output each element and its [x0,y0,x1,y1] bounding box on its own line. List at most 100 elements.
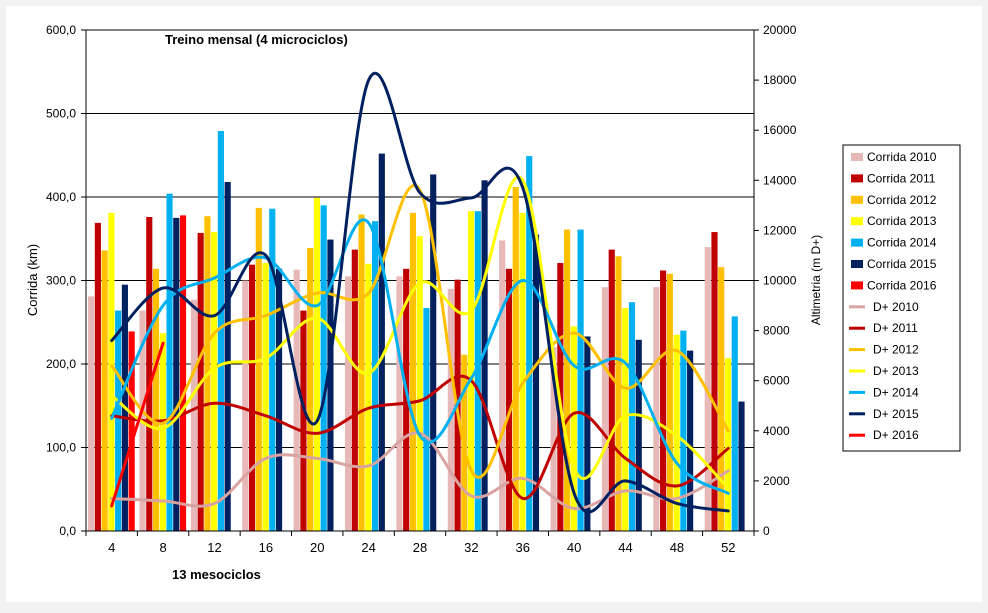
bar-corrida-2011-8 [146,217,153,532]
line-d-2014 [110,218,730,495]
bar-corrida-2011-48 [660,270,667,531]
bar-corrida-2013-48 [673,334,680,531]
legend-swatch-corrida-2013 [851,217,863,226]
bar-corrida-2012-16 [255,207,262,532]
bar-corrida-2012-48 [666,273,673,531]
legend-label-corrida-2014: Corrida 2014 [867,236,937,250]
y-tick-label: 600,0 [46,23,76,37]
bar-corrida-2014-24 [371,221,379,531]
bar-corrida-2013-24 [365,263,372,531]
x-tick-label: 24 [361,540,375,555]
bar-corrida-2015-32 [481,180,488,532]
legend-label-corrida-2013: Corrida 2013 [867,214,937,228]
bar-corrida-2011-44 [608,249,615,532]
bar-corrida-2015-48 [687,350,694,531]
bar-corrida-2013-52 [724,358,732,531]
bar-corrida-2011-20 [300,310,307,531]
bar-corrida-2011-16 [248,264,256,531]
y-tick-label: 500,0 [46,107,76,121]
bar-corrida-2012-20 [307,247,314,531]
bar-corrida-2014-28 [423,308,430,531]
legend-label-corrida-2010: Corrida 2010 [867,150,937,164]
bar-corrida-2015-16 [275,268,283,531]
bar-corrida-2013-44 [622,308,629,531]
legend-label-d-2011: D+ 2011 [873,321,918,335]
bar-corrida-2014-52 [731,316,738,531]
bar-corrida-2011-52 [711,232,718,531]
chart-area-background [6,6,982,602]
bar-corrida-2013-40 [570,326,577,531]
line-d-2016 [110,341,165,508]
line-d-2012 [110,184,730,479]
legend-label-d-2016: D+ 2016 [873,428,919,442]
legend-label-corrida-2015: Corrida 2015 [867,257,937,271]
legend-swatch-corrida-2012 [851,195,863,204]
x-tick-label: 48 [670,540,684,555]
legend-label-d-2010: D+ 2010 [873,300,919,314]
legend-label-corrida-2016: Corrida 2016 [867,278,937,292]
bar-corrida-2013-12 [211,232,218,531]
bar-corrida-2015-20 [327,239,334,531]
x-tick-label: 52 [721,540,735,555]
x-tick-label: 28 [413,540,427,555]
legend-box [842,144,961,452]
legend-label-d-2013: D+ 2013 [873,364,919,378]
bar-corrida-2010-44 [601,287,609,531]
bar-corrida-2010-40 [550,347,557,531]
bar-corrida-2011-24 [351,249,358,532]
y-tick-label: 100,0 [46,441,76,455]
bar-corrida-2014-8 [166,193,173,531]
legend-label-d-2015: D+ 2015 [873,407,919,421]
x-tick-label: 40 [567,540,581,555]
bar-corrida-2014-36 [526,156,533,531]
y-tick-label: 300,0 [46,274,76,288]
bar-corrida-2013-8 [159,333,166,531]
legend-swatch-corrida-2011 [851,174,863,183]
bar-corrida-2015-28 [430,174,437,531]
bar-corrida-2015-24 [378,153,385,531]
x-tick-label: 16 [259,540,273,555]
y-axis-ticks: 0,0 100,0 200,0 300,0 400,0 500,0 600,0 [46,23,86,538]
bar-corrida-2010-12 [190,299,197,531]
bar-corrida-2013-32 [468,211,475,531]
y2-tick-label: 8000 [763,324,790,338]
bar-corrida-2013-28 [416,236,423,531]
y2-tick-label: 10000 [763,274,797,288]
line-d-2011 [110,374,730,500]
x-tick-label: 12 [207,540,221,555]
bar-corrida-2015-44 [635,339,642,531]
bar-corrida-2013-20 [313,197,320,531]
x-tick-label: 20 [310,540,324,555]
x-tick-label: 8 [159,540,166,555]
bar-corrida-2015-52 [738,401,745,531]
bar-corrida-2012-28 [409,212,417,531]
bar-corrida-2015-36 [532,234,540,531]
bar-corrida-2014-48 [680,330,687,531]
legend-label-corrida-2012: Corrida 2012 [867,193,937,207]
legend-swatch-corrida-2010 [851,153,863,161]
bar-corrida-2012-44 [615,256,622,531]
bar-corrida-2015-40 [584,336,591,531]
y2-axis-ticks: 0 2000 4000 6000 8000 10000 12000 14000 16000 180… [754,23,797,538]
bar-corrida-2015-12 [224,181,231,531]
bar-corrida-2016-4 [128,331,135,531]
y2-tick-label: 0 [763,524,770,538]
y-tick-label: 0,0 [59,524,76,538]
chart-title: Treino mensal (4 microciclos) [165,32,348,47]
x-axis-ticks: 4 8 12 16 20 24 28 32 36 40 44 48 52 [85,531,755,555]
legend-label-d-2012: D+ 2012 [873,343,919,357]
bar-corrida-2012-40 [564,229,571,531]
y-tick-label: 200,0 [46,357,76,371]
y2-tick-label: 14000 [763,173,797,187]
y2-tick-label: 12000 [763,223,797,237]
y-axis-label: Corrida (km) [25,244,40,316]
y-tick-label: 400,0 [46,190,76,204]
bar-corrida-2014-40 [577,229,584,531]
y2-tick-label: 6000 [763,374,790,388]
bar-corrida-2014-12 [217,131,224,532]
bar-corrida-2010-4 [88,296,95,531]
bar-corrida-2012-8 [152,268,160,531]
x-tick-label: 4 [108,540,115,555]
